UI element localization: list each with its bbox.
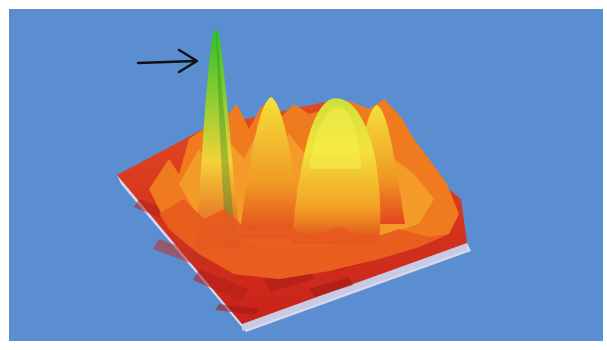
3d-surface-plot — [117, 30, 471, 332]
foreground-ridges — [159, 199, 449, 279]
arrow-icon — [136, 48, 199, 74]
large-mound-highlight — [309, 107, 361, 169]
tall-green-peak-shading — [216, 31, 237, 249]
tall-green-peak — [195, 30, 241, 249]
small-peak-left — [239, 97, 303, 239]
large-mound-peak — [291, 98, 381, 244]
3d-surface-viewport — [9, 9, 603, 341]
surface-base-slab-front — [242, 243, 467, 331]
